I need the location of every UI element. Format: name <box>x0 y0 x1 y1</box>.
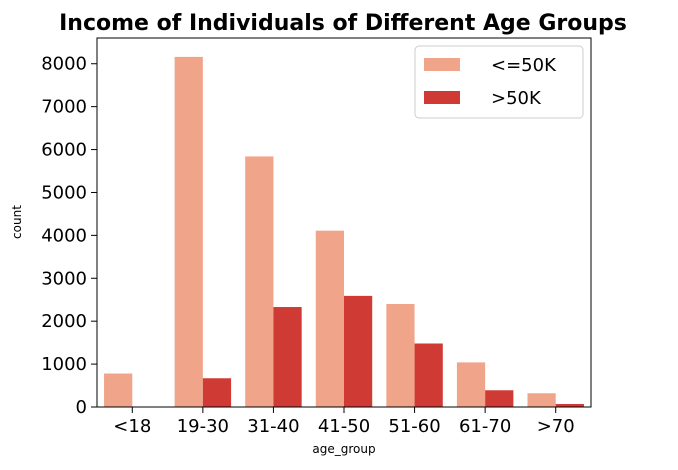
bar-gt50k-1 <box>202 378 232 407</box>
x-tick-label: 19-30 <box>177 416 229 437</box>
y-tick-label: 4000 <box>41 225 87 246</box>
bar-gt50k-6 <box>555 403 584 407</box>
bar-le50k-5 <box>456 362 486 407</box>
bar-le50k-3 <box>315 230 344 407</box>
y-tick-label: 8000 <box>41 54 87 75</box>
bar-le50k-2 <box>245 156 274 407</box>
bar-le50k-0 <box>104 373 133 407</box>
bar-le50k-6 <box>527 393 556 407</box>
bars <box>104 56 584 408</box>
x-tick-label: >70 <box>537 416 575 437</box>
y-tick-label: 7000 <box>41 97 87 118</box>
bar-gt50k-2 <box>273 307 302 407</box>
x-tick-label: 61-70 <box>459 416 511 437</box>
legend-swatch-le50k <box>424 58 460 71</box>
legend-swatch-gt50k <box>424 91 460 104</box>
plot-frame <box>96 37 592 408</box>
bar-gt50k-3 <box>344 295 373 407</box>
x-tick-label: 41-50 <box>318 416 370 437</box>
y-axis-label: count <box>10 205 24 239</box>
bar-gt50k-4 <box>414 343 443 407</box>
legend-label-gt50k: >50K <box>491 88 542 109</box>
y-axis-ticks: 0 1000 2000 3000 4000 5000 6000 7000 8000 <box>41 54 97 418</box>
x-tick-label: 51-60 <box>388 416 440 437</box>
x-axis-ticks: <18 19-30 31-40 41-50 51-60 61-70 >70 <box>113 407 575 437</box>
x-tick-label: <18 <box>113 416 151 437</box>
y-tick-label: 0 <box>76 397 87 418</box>
x-tick-label: 31-40 <box>247 416 299 437</box>
bar-le50k-1 <box>174 56 203 408</box>
bar-gt50k-5 <box>485 390 514 407</box>
bar-le50k-4 <box>386 304 415 407</box>
y-tick-label: 2000 <box>41 311 87 332</box>
x-axis-label: age_group <box>312 442 375 456</box>
y-tick-label: 5000 <box>41 182 87 203</box>
legend-label-le50k: <=50K <box>491 55 557 76</box>
chart-title: Income of Individuals of Different Age G… <box>59 11 627 36</box>
y-tick-label: 1000 <box>41 354 87 375</box>
legend: <=50K >50K <box>414 45 584 119</box>
y-tick-label: 6000 <box>41 140 87 161</box>
y-tick-label: 3000 <box>41 268 87 289</box>
